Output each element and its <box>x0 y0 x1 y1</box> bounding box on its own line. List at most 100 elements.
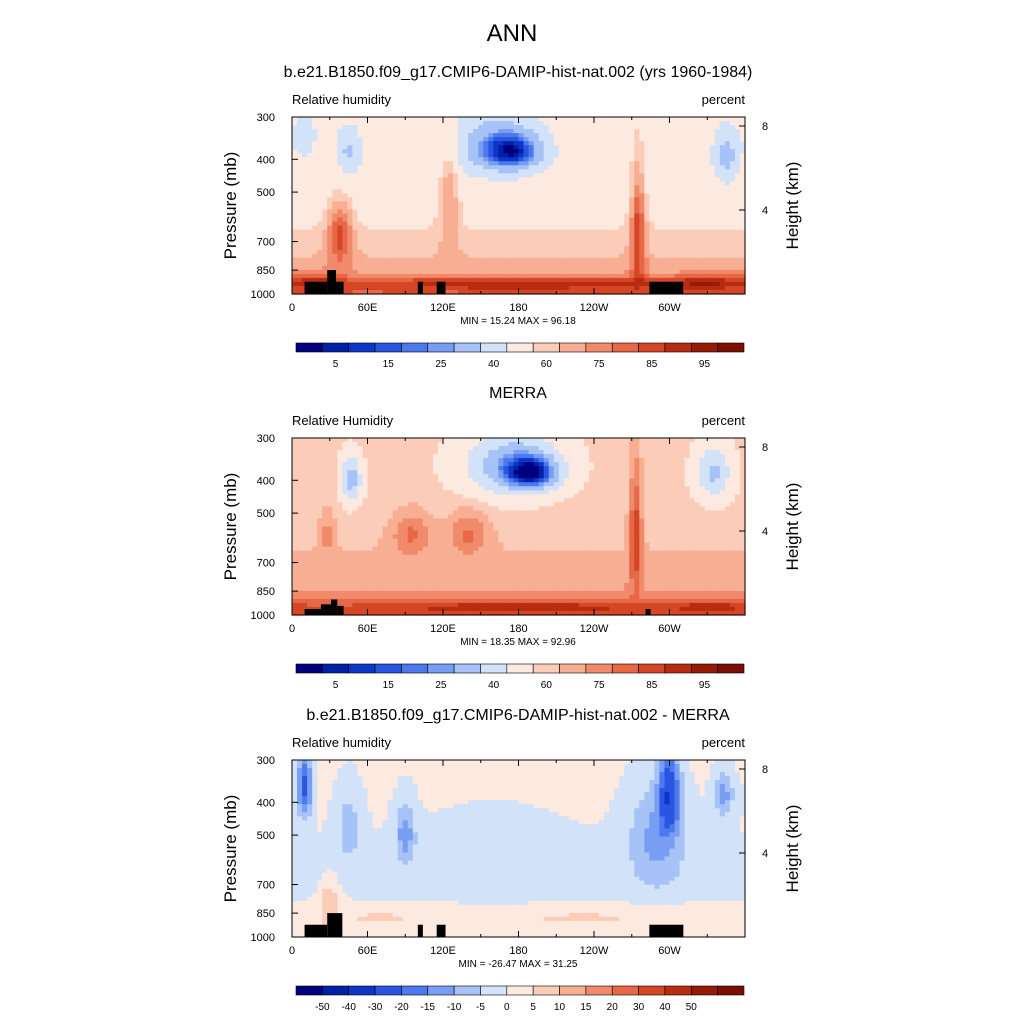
field-cell <box>483 237 489 243</box>
colorbar-box <box>611 342 639 353</box>
field-cell <box>528 450 535 455</box>
field-cell <box>709 229 716 235</box>
field-cell <box>503 201 510 207</box>
field-cell <box>473 474 479 479</box>
field-cell <box>402 470 409 475</box>
field-cell <box>674 153 681 158</box>
field-cell <box>382 462 389 467</box>
field-cell <box>427 137 434 142</box>
field-cell <box>297 181 303 186</box>
field-cell <box>739 181 746 186</box>
field-cell <box>297 173 303 178</box>
field-cell <box>337 225 343 231</box>
field-cell <box>659 253 666 259</box>
field-cell <box>362 217 369 223</box>
field-cell <box>407 201 414 207</box>
field-cell <box>503 173 510 178</box>
field-cell <box>432 121 439 126</box>
field-cell <box>694 281 701 287</box>
field-cell <box>523 442 530 447</box>
field-cell <box>518 125 525 130</box>
topography-mask <box>304 281 328 294</box>
field-cell <box>689 169 696 174</box>
field-cell <box>478 221 484 227</box>
field-cell <box>684 201 691 207</box>
field-cell <box>588 137 595 142</box>
field-cell <box>538 181 545 186</box>
field-cell <box>372 153 379 158</box>
field-cell <box>513 289 520 295</box>
field-cell <box>639 454 645 459</box>
field-cell <box>624 193 630 199</box>
field-cell <box>483 285 489 291</box>
field-cell <box>498 153 504 158</box>
field-cell <box>719 281 726 287</box>
field-cell <box>513 153 520 158</box>
field-cell <box>689 474 696 479</box>
field-cell <box>392 478 399 483</box>
field-cell <box>463 257 469 263</box>
field-cell <box>412 169 419 174</box>
field-cell <box>719 245 726 251</box>
field-cell <box>528 213 535 219</box>
field-cell <box>689 454 696 459</box>
field-cell <box>503 133 510 138</box>
field-cell <box>377 438 384 443</box>
field-cell <box>669 225 676 231</box>
field-cell <box>302 121 308 126</box>
field-cell <box>473 241 479 247</box>
field-cell <box>558 157 565 162</box>
field-cell <box>513 478 520 483</box>
field-cell <box>437 117 444 122</box>
field-cell <box>644 438 650 443</box>
field-cell <box>599 442 605 447</box>
field-cell <box>493 474 499 479</box>
field-cell <box>437 458 444 463</box>
field-cell <box>417 181 424 186</box>
field-cell <box>352 478 359 483</box>
field-cell <box>307 141 313 146</box>
field-cell <box>417 442 424 447</box>
field-cell <box>382 117 389 122</box>
field-cell <box>604 470 610 475</box>
field-cell <box>392 281 399 287</box>
field-cell <box>307 225 313 231</box>
field-cell <box>387 137 394 142</box>
field-cell <box>644 125 650 130</box>
field-cell <box>624 217 630 223</box>
field-cell <box>427 285 434 291</box>
field-cell <box>734 133 741 138</box>
field-cell <box>322 442 328 447</box>
field-cell <box>619 225 625 231</box>
field-cell <box>367 462 374 467</box>
field-cell <box>362 225 369 231</box>
field-cell <box>468 257 474 263</box>
field-cell <box>674 185 681 191</box>
field-cell <box>493 225 499 231</box>
field-cell <box>437 157 444 162</box>
colorbar-box <box>295 342 323 353</box>
field-cell <box>483 281 489 287</box>
field-cell <box>372 273 379 279</box>
field-cell <box>443 253 449 259</box>
field-cell <box>463 201 469 207</box>
field-cell <box>704 221 711 227</box>
field-cell <box>332 261 338 267</box>
field-cell <box>669 161 676 166</box>
field-cell <box>629 221 635 227</box>
field-cell <box>719 285 726 291</box>
field-cell <box>292 121 298 126</box>
field-cell <box>719 181 726 186</box>
field-cell <box>609 197 615 203</box>
field-cell <box>634 157 640 162</box>
field-cell <box>503 249 510 255</box>
field-cell <box>448 145 454 150</box>
field-cell <box>307 173 313 178</box>
field-cell <box>543 241 550 247</box>
field-cell <box>528 153 535 158</box>
field-cell <box>624 462 630 467</box>
field-cell <box>372 450 379 455</box>
field-cell <box>588 149 595 154</box>
field-cell <box>604 446 610 451</box>
field-cell <box>679 273 686 279</box>
